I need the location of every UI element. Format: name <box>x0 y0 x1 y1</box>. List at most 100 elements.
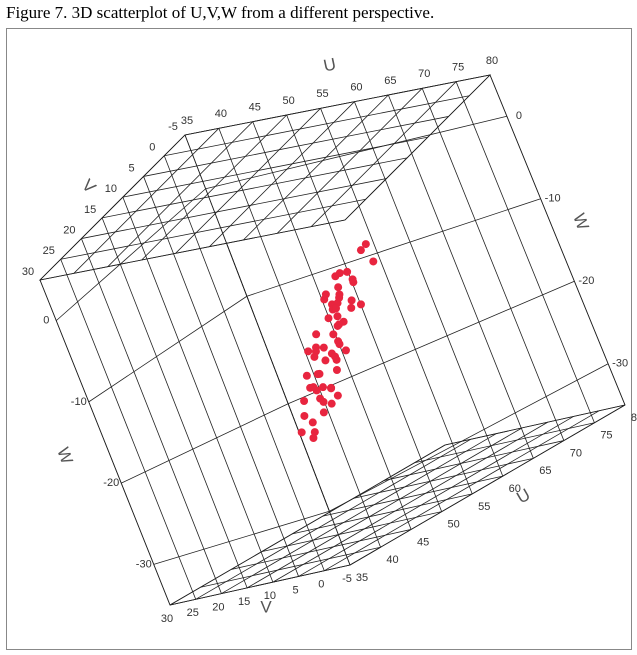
grid-line <box>243 94 389 241</box>
point <box>343 267 352 276</box>
w-tick-label: -10 <box>545 193 561 205</box>
grid-line <box>200 546 381 588</box>
point <box>327 383 336 392</box>
point <box>300 397 309 406</box>
grid-line <box>169 444 446 606</box>
grid-line <box>298 416 574 577</box>
grid-line <box>344 74 491 221</box>
v-tick-label: 25 <box>43 245 55 257</box>
grid-line <box>387 94 534 459</box>
axis-title: U <box>513 485 533 508</box>
grid-line <box>169 564 351 606</box>
u-tick-label: 80 <box>486 55 498 67</box>
u-tick-label: 60 <box>350 82 362 94</box>
grid-line <box>421 88 565 441</box>
point <box>297 428 306 437</box>
grid-line <box>286 114 443 512</box>
grid-line <box>164 95 470 157</box>
grid-line <box>143 176 299 577</box>
axis-title: U <box>322 54 338 75</box>
w-tick-label: -30 <box>136 558 152 570</box>
grid-line <box>353 457 534 499</box>
grid-line <box>39 219 346 281</box>
u-tick-label: 40 <box>386 554 398 566</box>
point <box>324 314 333 323</box>
grid-line <box>73 128 220 274</box>
grid-line <box>101 217 248 589</box>
grid-line <box>320 108 473 495</box>
v-tick-label: 20 <box>212 601 224 613</box>
u-tick-label: 55 <box>478 501 490 513</box>
u-tick-label: 70 <box>570 447 582 459</box>
v-tick-label: 30 <box>161 613 173 625</box>
point <box>333 391 342 400</box>
u-tick-label: 75 <box>600 430 612 442</box>
grid-line <box>414 422 595 464</box>
grid-line <box>349 404 626 566</box>
v-tick-label: 20 <box>63 224 75 236</box>
v-tick-label: 5 <box>293 584 299 596</box>
point <box>335 293 344 302</box>
point <box>341 346 350 355</box>
grid-line <box>287 280 575 405</box>
point <box>331 272 340 281</box>
point <box>319 343 328 352</box>
u-tick-label: 50 <box>283 95 295 107</box>
grid-line <box>88 295 248 403</box>
point <box>309 433 318 442</box>
u-tick-label: 70 <box>418 68 430 80</box>
u-tick-label: 65 <box>539 465 551 477</box>
grid-line <box>81 238 222 594</box>
point <box>319 408 328 417</box>
grid-line <box>81 178 387 239</box>
point <box>347 296 356 305</box>
u-tick-label: 60 <box>509 483 521 495</box>
point <box>300 411 309 420</box>
axis-title: W <box>53 445 76 467</box>
grid-line <box>252 121 412 530</box>
v-tick-label: -5 <box>168 121 178 133</box>
u-tick-label: 35 <box>181 115 193 127</box>
grid-line <box>205 115 507 190</box>
point <box>308 418 317 427</box>
u-tick-label: 55 <box>316 88 328 100</box>
grid-line <box>444 404 626 446</box>
point <box>333 312 342 321</box>
grid-line <box>231 529 412 570</box>
u-tick-label: 45 <box>417 536 429 548</box>
axis-title: V <box>260 597 272 616</box>
point <box>321 356 330 365</box>
axis-title: V <box>78 176 100 198</box>
point <box>310 352 319 361</box>
point <box>329 330 338 339</box>
grid-line <box>455 81 595 423</box>
point <box>327 399 336 408</box>
point <box>335 340 344 349</box>
grid-line <box>60 198 366 260</box>
grid-line <box>184 134 351 566</box>
v-tick-label: 0 <box>318 579 324 591</box>
grid-line <box>195 438 471 600</box>
point <box>331 304 340 313</box>
point <box>332 366 341 375</box>
grid-line <box>122 196 274 583</box>
point <box>369 257 378 266</box>
v-tick-label: 10 <box>105 183 117 195</box>
grid-line <box>102 157 408 219</box>
point <box>347 303 356 312</box>
grid-line <box>246 427 523 589</box>
grid-line <box>261 511 442 553</box>
grid-line <box>292 493 473 535</box>
u-tick-label: 65 <box>384 75 396 87</box>
point <box>319 383 328 392</box>
grid-line <box>184 74 491 136</box>
v-tick-label: 15 <box>84 204 96 216</box>
grid-line <box>60 259 197 600</box>
point <box>304 347 313 356</box>
u-tick-label: 75 <box>452 62 464 74</box>
grid-line <box>276 88 423 234</box>
point <box>319 397 328 406</box>
point <box>356 300 365 309</box>
w-tick-label: -20 <box>578 275 594 287</box>
